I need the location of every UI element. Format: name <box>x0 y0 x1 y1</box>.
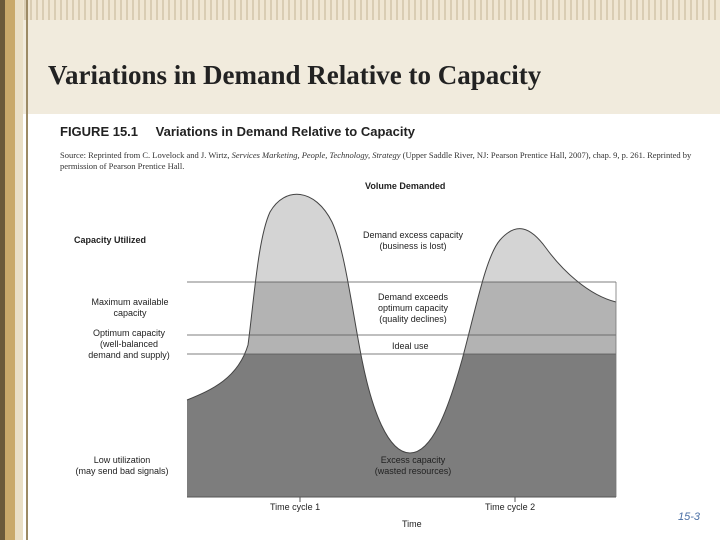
time-cycle-1-label: Time cycle 1 <box>270 502 321 512</box>
left-border-gold <box>5 0 15 540</box>
optimum-capacity-label: Optimum capacity (well-balanced demand a… <box>88 328 170 360</box>
volume-demanded-label: Volume Demanded <box>365 181 446 191</box>
left-border-dark <box>0 0 5 540</box>
page-number: 15-3 <box>678 511 701 523</box>
figure-source: Source: Reprinted from C. Lovelock and J… <box>60 150 700 172</box>
left-border-line <box>26 0 28 540</box>
left-border-light <box>15 0 23 540</box>
time-cycle-2-label: Time cycle 2 <box>485 502 536 512</box>
maximum-capacity-label: Maximum available capacity <box>91 297 169 318</box>
demand-curve-line <box>186 193 617 454</box>
low-utilization-label: Low utilization (may send bad signals) <box>75 455 169 476</box>
figure-number: FIGURE 15.1 <box>60 124 139 139</box>
capacity-utilized-label: Capacity Utilized <box>74 235 147 245</box>
demand-exceeds-optimum-label: Demand exceeds optimum capacity (quality… <box>377 292 449 324</box>
source-suffix: (Upper Saddle River, NJ: Pearson Prentic… <box>60 150 692 171</box>
slide-title: Variations in Demand Relative to Capacit… <box>48 60 542 90</box>
excess-capacity-label: Excess capacity (wasted resources) <box>374 455 452 476</box>
decorative-top-band <box>0 0 720 20</box>
ideal-use-label: Ideal use <box>392 341 429 351</box>
figure-title: Variations in Demand Relative to Capacit… <box>155 124 416 139</box>
source-book-title: Services Marketing, People, Technology, … <box>231 150 401 160</box>
excess-demand-label: Demand excess capacity (business is lost… <box>362 230 464 251</box>
time-axis-label: Time <box>402 519 422 529</box>
source-prefix: Source: Reprinted from C. Lovelock and J… <box>60 150 232 160</box>
demand-fill-group <box>187 194 616 497</box>
title-band <box>0 20 720 114</box>
figure-caption: FIGURE 15.1 Variations in Demand Relativ… <box>60 124 415 139</box>
